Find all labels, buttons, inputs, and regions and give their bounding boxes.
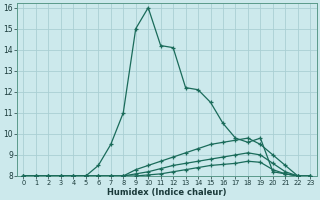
- X-axis label: Humidex (Indice chaleur): Humidex (Indice chaleur): [107, 188, 227, 197]
